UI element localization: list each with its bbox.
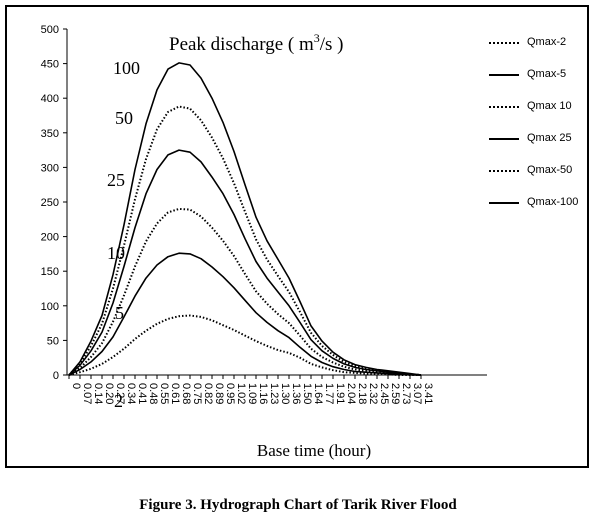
annotation-label: 2 (114, 391, 123, 411)
x-tick-label: 0.48 (147, 383, 159, 404)
series-line-qmax-50 (68, 105, 422, 376)
x-tick-label: 1.09 (246, 383, 258, 404)
x-tick-label: 1.02 (235, 383, 247, 404)
chart-title: Peak discharge ( m3/s ) (169, 31, 344, 55)
x-tick-label: 2.45 (378, 383, 390, 404)
x-tick-group: 0 0.07 0.14 0.20 0.27 0.34 0.41 0.48 0.55 0.61 0.6… (68, 375, 434, 404)
y-tick-label: 300 (41, 162, 59, 174)
y-tick-group: 0 50 100 150 200 250 300 350 400 450 500 (41, 24, 67, 382)
x-tick-label: 2.32 (367, 383, 379, 404)
y-tick-label: 250 (41, 197, 59, 209)
legend-item: Qmax-5 (489, 68, 589, 101)
x-tick-label: 1.16 (257, 383, 269, 404)
legend-label: Qmax 25 (527, 132, 572, 144)
series-line-qmax-2 (68, 314, 421, 376)
annotation-label: 5 (115, 303, 124, 323)
legend-label: Qmax 10 (527, 100, 572, 112)
legend-label: Qmax-5 (527, 68, 567, 80)
series-lines (68, 62, 422, 376)
annotation-label: 10 (107, 243, 125, 263)
legend-item: Qmax 25 (489, 132, 589, 165)
x-tick-label: 3.41 (422, 383, 434, 404)
x-tick-label: 0.82 (202, 383, 214, 404)
legend-swatch (489, 106, 519, 108)
x-tick-label: 0.41 (136, 383, 148, 404)
chart-legend: Qmax-2 Qmax-5 Qmax 10 Qmax 25 Qmax-50 Qmax-10… (489, 36, 589, 229)
legend-swatch (489, 42, 519, 44)
x-tick-label: 2.18 (356, 383, 368, 404)
legend-item: Qmax-2 (489, 36, 589, 69)
y-tick-label: 500 (41, 24, 59, 36)
x-tick-label: 0.75 (191, 383, 203, 404)
x-tick-label: 1.91 (334, 383, 346, 404)
x-tick-label: 1.77 (323, 383, 335, 404)
legend-item: Qmax 10 (489, 100, 589, 133)
x-tick-label: 1.64 (312, 383, 324, 404)
x-tick-label: 0.55 (158, 383, 170, 404)
x-tick-label: 1.36 (290, 383, 302, 404)
chart-axes (66, 29, 487, 376)
y-tick-label: 400 (41, 93, 59, 105)
series-line-qmax-25 (68, 149, 422, 376)
legend-label: Qmax-50 (527, 164, 573, 176)
y-tick-label: 0 (53, 370, 59, 382)
x-tick-label: 1.23 (268, 383, 280, 404)
legend-swatch (489, 170, 519, 172)
legend-swatch (489, 202, 519, 204)
x-tick-label: 0.14 (92, 383, 104, 404)
legend-label: Qmax-100 (527, 196, 579, 208)
x-tick-label: 0.07 (81, 383, 93, 404)
series-line-qmax-100 (68, 62, 422, 376)
x-tick-label: 1.30 (279, 383, 291, 404)
chart-frame: 0 50 100 150 200 250 300 350 400 450 500 0 0.07 0.14… (5, 5, 589, 468)
y-tick-label: 50 (47, 335, 59, 347)
x-tick-label: 0.95 (224, 383, 236, 404)
y-tick-label: 450 (41, 59, 59, 71)
series-line-qmax-5 (68, 252, 421, 376)
legend-swatch (489, 74, 519, 76)
y-tick-label: 100 (41, 301, 59, 313)
x-axis-label: Base time (hour) (257, 441, 371, 460)
x-tick-label: 0 (70, 383, 82, 389)
x-tick-label: 0.89 (213, 383, 225, 404)
y-tick-label: 350 (41, 128, 59, 140)
series-line-qmax-10 (68, 207, 422, 376)
x-tick-label: 2.59 (389, 383, 401, 404)
x-tick-label: 1.50 (301, 383, 313, 404)
legend-label: Qmax-2 (527, 36, 567, 48)
x-tick-label: 2.73 (400, 383, 412, 404)
x-tick-label: 2.04 (345, 383, 357, 404)
x-tick-label: 0.27 (114, 383, 126, 404)
annotation-label: 25 (107, 170, 125, 190)
x-tick-label: 0.20 (103, 383, 115, 404)
y-tick-label: 200 (41, 232, 59, 244)
legend-item: Qmax-100 (489, 196, 589, 229)
legend-item: Qmax-50 (489, 164, 589, 197)
x-tick-label: 0.61 (169, 383, 181, 404)
y-tick-label: 150 (41, 266, 59, 278)
figure-caption: Figure 3. Hydrograph Chart of Tarik Rive… (139, 497, 457, 513)
annotation-label: 50 (115, 108, 133, 128)
legend-swatch (489, 138, 519, 140)
x-tick-label: 3.07 (411, 383, 423, 404)
annotation-label: 100 (113, 58, 140, 78)
x-tick-label: 0.68 (180, 383, 192, 404)
x-tick-label: 0.34 (125, 383, 137, 404)
